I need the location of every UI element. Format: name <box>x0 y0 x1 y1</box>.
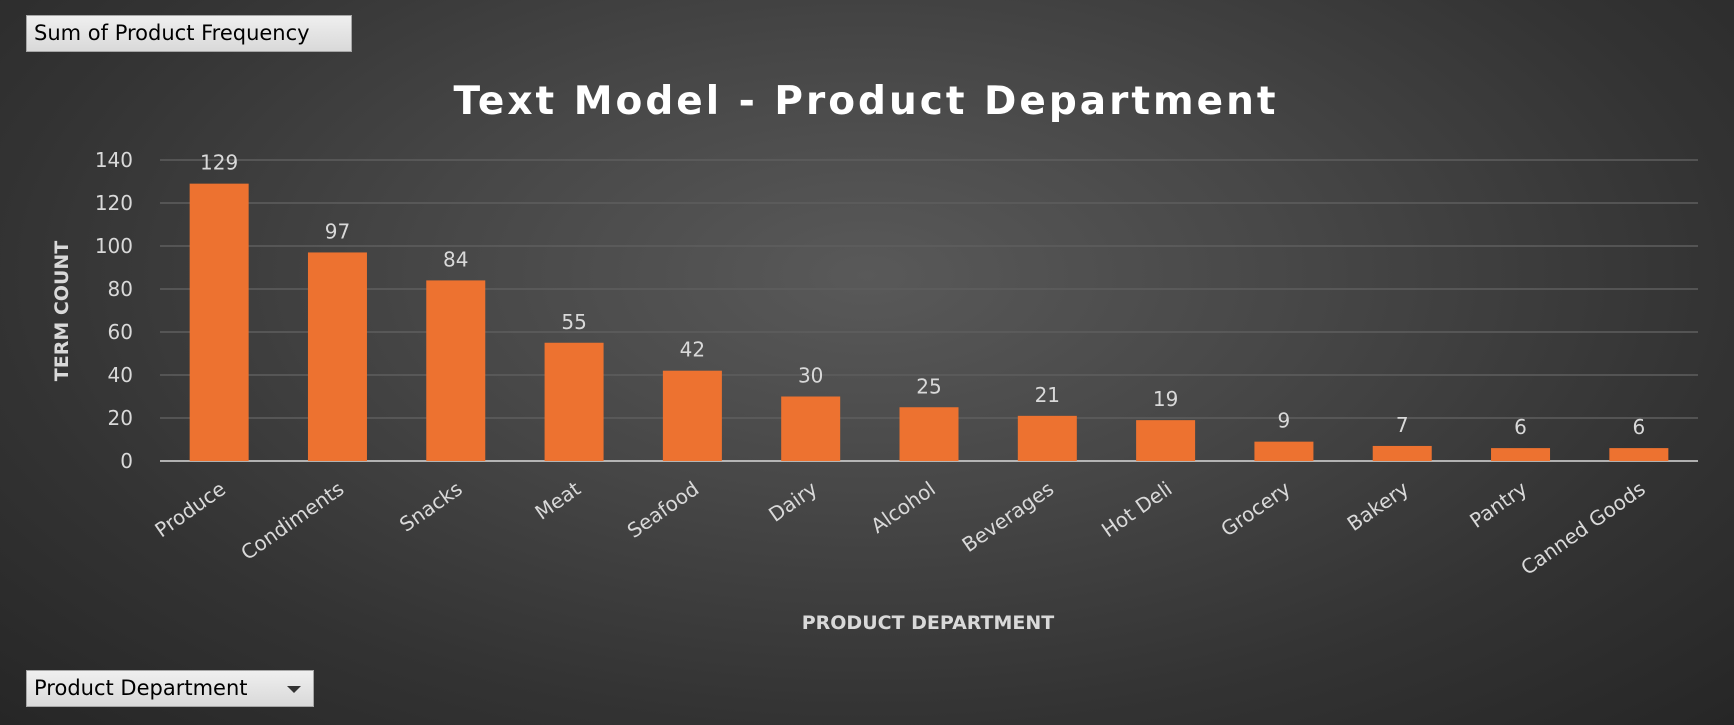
x-category-label: Snacks <box>395 476 467 536</box>
bars <box>189 183 1669 461</box>
data-label: 19 <box>1153 387 1178 411</box>
bar <box>781 396 841 461</box>
bar <box>1491 448 1551 461</box>
x-category-label: Canned Goods <box>1516 476 1649 579</box>
bar <box>307 252 367 461</box>
data-label: 42 <box>680 338 705 362</box>
bar <box>1609 448 1669 461</box>
chart-title: Text Model - Product Department <box>454 79 1279 124</box>
y-axis-title: TERM COUNT <box>51 241 73 382</box>
bar <box>1017 415 1077 461</box>
data-label: 129 <box>200 151 238 175</box>
data-label: 6 <box>1514 415 1527 439</box>
y-tick-label: 0 <box>120 449 133 473</box>
y-tick-label: 60 <box>108 320 133 344</box>
y-tick-label: 100 <box>95 234 133 258</box>
y-tick-label: 120 <box>95 191 133 215</box>
data-label: 30 <box>798 364 823 388</box>
data-label: 7 <box>1396 413 1409 437</box>
x-category-label: Alcohol <box>866 476 940 538</box>
y-tick-label: 140 <box>95 148 133 172</box>
x-category-label: Meat <box>530 476 585 524</box>
bar <box>544 342 604 461</box>
y-tick-label: 80 <box>108 277 133 301</box>
x-category-label: Seafood <box>623 476 704 542</box>
data-label: 55 <box>561 310 586 334</box>
data-label: 6 <box>1632 415 1645 439</box>
axis-field-button[interactable]: Product Department <box>26 670 314 707</box>
data-label: 9 <box>1278 409 1291 433</box>
chevron-down-icon[interactable] <box>287 686 301 693</box>
bar <box>1372 445 1432 461</box>
y-tick-label: 40 <box>108 363 133 387</box>
data-label: 97 <box>325 219 350 243</box>
x-category-label: Bakery <box>1343 476 1414 535</box>
x-category-label: Pantry <box>1465 476 1531 532</box>
y-axis-ticks: 0 20 40 60 80 100 120 140 <box>95 148 133 473</box>
bar <box>1136 420 1196 461</box>
x-axis-categories: Produce Condiments Snacks Meat Seafood Dairy A… <box>150 476 1649 580</box>
bar <box>189 183 249 461</box>
bar <box>426 280 486 461</box>
x-category-label: Condiments <box>236 476 348 564</box>
value-field-label: Sum of Product Frequency <box>34 21 310 45</box>
axis-field-label: Product Department <box>34 676 248 700</box>
x-category-label: Dairy <box>764 476 822 526</box>
x-axis-title: PRODUCT DEPARTMENT <box>802 612 1055 634</box>
bar <box>899 407 959 461</box>
data-label: 25 <box>916 374 941 398</box>
value-field-button[interactable]: Sum of Product Frequency <box>26 15 352 52</box>
y-tick-label: 20 <box>108 406 133 430</box>
x-category-label: Beverages <box>958 476 1059 557</box>
data-label: 21 <box>1035 383 1060 407</box>
x-category-label: Hot Deli <box>1097 476 1177 542</box>
x-category-label: Grocery <box>1216 476 1295 541</box>
bar <box>662 370 722 461</box>
x-category-label: Produce <box>150 476 230 542</box>
data-label: 84 <box>443 247 468 271</box>
bar <box>1254 441 1314 461</box>
